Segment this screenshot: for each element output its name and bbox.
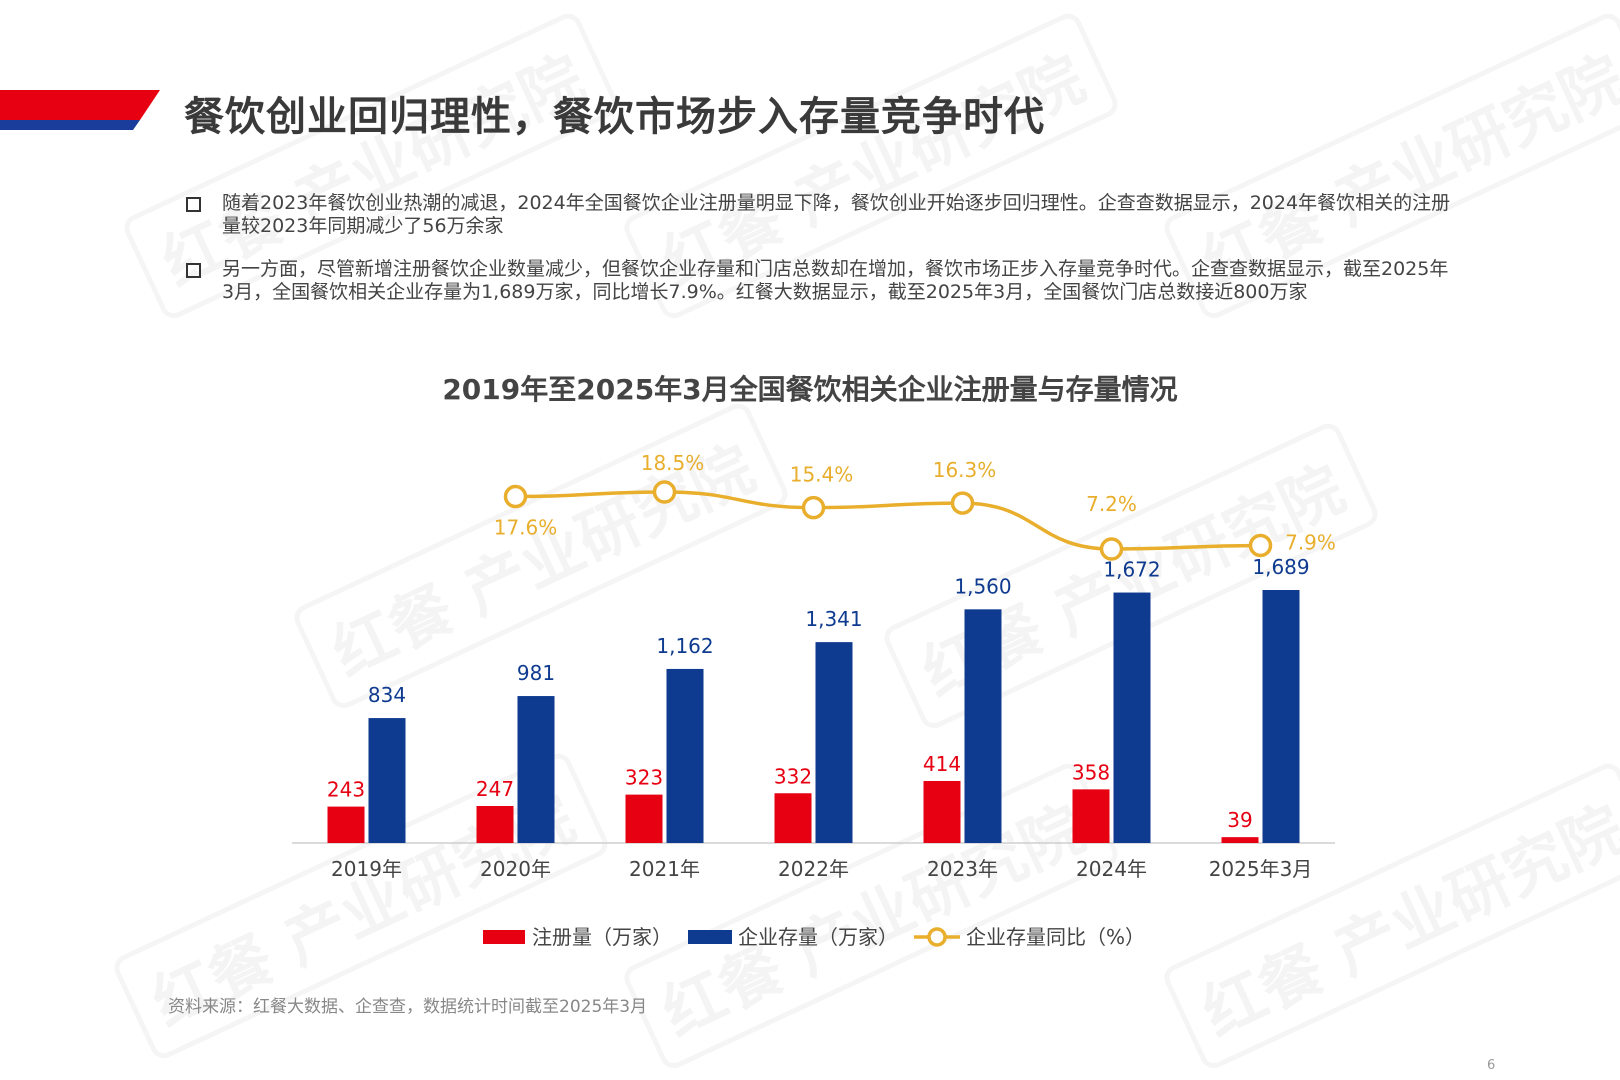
data-label-stock: 981 bbox=[517, 661, 555, 685]
source-note: 资料来源：红餐大数据、企查查，数据统计时间截至2025年3月 bbox=[168, 997, 648, 1017]
bar-stock bbox=[517, 696, 555, 843]
data-label-registrations: 243 bbox=[327, 778, 365, 802]
bullet-text: 随着2023年餐饮创业热潮的减退，2024年全国餐饮企业注册量明显下降，餐饮创业… bbox=[222, 192, 1451, 237]
yoy-line bbox=[515, 490, 1261, 551]
data-label-yoy: 7.2% bbox=[1086, 492, 1137, 516]
x-tick-label: 2025年3月 bbox=[1209, 857, 1313, 881]
yoy-point bbox=[1099, 537, 1124, 561]
data-label-registrations: 414 bbox=[923, 752, 961, 776]
yoy-point bbox=[652, 480, 677, 504]
header-accent-red bbox=[0, 90, 160, 120]
legend-label-stock: 企业存量（万家） bbox=[738, 925, 898, 949]
bar-registrations bbox=[923, 780, 961, 843]
bar-registrations bbox=[774, 793, 812, 843]
data-label-registrations: 323 bbox=[625, 766, 663, 790]
bar-stock bbox=[815, 642, 853, 843]
header-accent-bar bbox=[0, 90, 160, 130]
bar-registrations bbox=[327, 806, 365, 843]
bar-stock bbox=[964, 609, 1002, 843]
legend-label-yoy: 企业存量同比（%） bbox=[966, 925, 1145, 949]
data-label-stock: 1,341 bbox=[805, 607, 862, 631]
bullet-text: 另一方面，尽管新增注册餐饮企业数量减少，但餐饮企业存量和门店总数却在增加，餐饮市… bbox=[222, 258, 1449, 303]
x-tick-label: 2022年 bbox=[778, 857, 849, 881]
yoy-point bbox=[801, 495, 826, 520]
yoy-point bbox=[950, 491, 975, 515]
x-tick-label: 2023年 bbox=[927, 857, 998, 881]
data-label-stock: 834 bbox=[368, 683, 406, 707]
data-label-registrations: 247 bbox=[476, 777, 514, 801]
bullet-list: 随着2023年餐饮创业热潮的减退，2024年全国餐饮企业注册量明显下降，餐饮创业… bbox=[186, 192, 1456, 324]
x-tick-label: 2019年 bbox=[331, 857, 402, 881]
bar-stock bbox=[1262, 590, 1300, 843]
data-label-yoy: 16.3% bbox=[933, 458, 997, 482]
bullet-item: 随着2023年餐饮创业热潮的减退，2024年全国餐饮企业注册量明显下降，餐饮创业… bbox=[186, 192, 1456, 238]
data-label-yoy: 15.4% bbox=[790, 463, 854, 487]
bar-registrations bbox=[1072, 789, 1110, 843]
bar-registrations bbox=[476, 806, 514, 843]
yoy-point bbox=[1248, 533, 1273, 558]
bar-stock bbox=[666, 668, 704, 843]
data-label-stock: 1,560 bbox=[954, 574, 1011, 598]
yoy-point bbox=[503, 484, 528, 509]
page-number: 6 bbox=[1487, 1058, 1496, 1073]
square-bullet-icon bbox=[186, 197, 201, 212]
data-label-stock: 1,672 bbox=[1103, 558, 1160, 582]
page-title: 餐饮创业回归理性，餐饮市场步入存量竞争时代 bbox=[184, 94, 1045, 140]
x-tick-label: 2024年 bbox=[1076, 857, 1147, 881]
data-label-registrations: 332 bbox=[774, 764, 812, 788]
bar-registrations bbox=[625, 794, 663, 843]
legend-swatch-yoy-marker bbox=[927, 927, 947, 947]
square-bullet-icon bbox=[186, 263, 201, 278]
data-label-yoy: 17.6% bbox=[494, 516, 558, 540]
bar-registrations bbox=[1221, 837, 1259, 843]
bullet-item: 另一方面，尽管新增注册餐饮企业数量减少，但餐饮企业存量和门店总数却在增加，餐饮市… bbox=[186, 258, 1456, 304]
bar-stock bbox=[1113, 592, 1151, 843]
data-label-registrations: 358 bbox=[1072, 760, 1110, 784]
header-accent-blue bbox=[0, 120, 140, 130]
data-label-yoy: 18.5% bbox=[641, 451, 705, 475]
data-label-stock: 1,689 bbox=[1252, 555, 1309, 579]
bar-stock bbox=[368, 718, 406, 843]
legend-swatch-stock bbox=[688, 930, 732, 944]
x-tick-label: 2021年 bbox=[629, 857, 700, 881]
data-label-stock: 1,162 bbox=[656, 634, 713, 658]
data-label-registrations: 39 bbox=[1227, 808, 1252, 832]
x-tick-label: 2020年 bbox=[480, 857, 551, 881]
data-label-yoy: 7.9% bbox=[1285, 530, 1336, 554]
legend-label-registrations: 注册量（万家） bbox=[532, 925, 672, 949]
legend-swatch-registrations bbox=[483, 930, 525, 944]
chart-title: 2019年至2025年3月全国餐饮相关企业注册量与存量情况 bbox=[442, 373, 1178, 406]
